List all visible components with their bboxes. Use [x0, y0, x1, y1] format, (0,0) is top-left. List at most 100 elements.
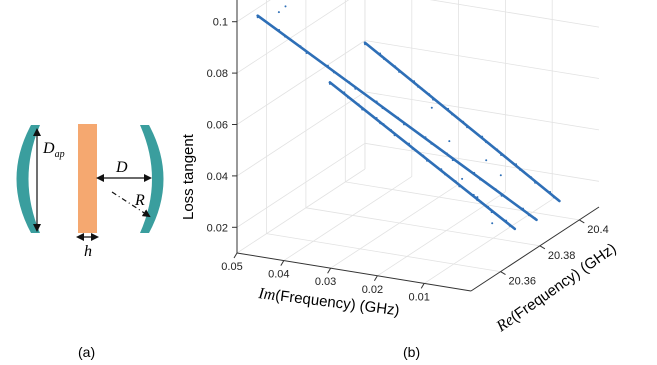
series-2-point: [447, 175, 450, 178]
chart-series: [256, 5, 561, 231]
series-2-point: [328, 82, 331, 85]
series-3-point: [367, 45, 370, 48]
series-1-point: [369, 97, 372, 100]
grid-line: [305, 207, 540, 247]
series-3-point: [435, 100, 438, 103]
grid-line: [236, 142, 366, 228]
d-ap-label: Dap: [42, 140, 65, 160]
outlier-point: [448, 140, 451, 143]
x-tick: [420, 283, 425, 289]
series-2-point: [501, 217, 504, 220]
outlier-point: [485, 159, 488, 162]
series-1-point: [528, 214, 530, 217]
series-1-point: [473, 171, 476, 174]
series-2-point: [476, 199, 479, 202]
right-mirror: [140, 125, 164, 233]
series-3-point: [545, 189, 548, 192]
series-2-point: [393, 134, 396, 137]
outlier-point: [382, 123, 385, 126]
outlier-point: [491, 222, 494, 225]
series-1-point: [272, 25, 275, 28]
outlier-point: [499, 174, 502, 177]
series-2-point: [512, 226, 515, 229]
series-1-point: [430, 142, 433, 145]
series-3-point: [515, 163, 518, 166]
series-1-point: [278, 29, 281, 31]
series-3-point: [379, 52, 382, 55]
x-tick-label: 0.02: [362, 284, 383, 296]
series-1-point: [534, 217, 536, 220]
series-3-point: [549, 191, 552, 193]
chart-grid: [236, 0, 600, 284]
series-3-point: [417, 85, 419, 88]
series-1-point: [457, 162, 460, 165]
series-1-point: [320, 61, 323, 64]
series-2-point: [508, 224, 511, 227]
series-1-point: [506, 197, 509, 200]
series-1-point: [256, 16, 259, 19]
series-2-point: [487, 205, 490, 208]
series-2-point: [458, 185, 461, 188]
series-2-point: [350, 98, 353, 101]
series-1-point: [451, 159, 454, 162]
series-3-point: [413, 80, 416, 83]
y-tick-label: 20.36: [509, 276, 537, 288]
series-3-point: [534, 181, 537, 184]
grid-line: [236, 168, 366, 254]
series-1-point: [375, 100, 378, 103]
series-3-point: [530, 176, 533, 179]
series-1-point: [262, 19, 265, 22]
series-1-point: [436, 145, 439, 148]
h-label: h: [84, 243, 92, 260]
series-2-point: [469, 192, 472, 195]
series-1-point: [397, 116, 400, 119]
series-1-point: [522, 207, 524, 210]
series-2-point: [444, 173, 446, 176]
grid-line: [330, 183, 459, 269]
series-3-point: [375, 50, 378, 53]
series-2-point: [494, 212, 497, 215]
grid-line: [283, 176, 413, 261]
series-3-point: [553, 196, 555, 199]
series-1-point: [354, 87, 357, 90]
series-3-point: [556, 198, 559, 201]
series-1-point: [338, 74, 341, 77]
x-tick-label: 0.05: [221, 261, 242, 273]
x-tick-label: 0.01: [408, 291, 429, 303]
series-2-point: [361, 108, 364, 111]
series-3-point: [451, 113, 453, 116]
panel-b-caption: (b): [403, 344, 420, 360]
series-1-point: [348, 81, 351, 84]
series-1-point: [311, 55, 314, 58]
grid-line: [236, 40, 366, 125]
series-2-point: [397, 135, 400, 138]
series-2-point: [479, 200, 482, 203]
outlier-point: [284, 5, 287, 8]
series-1-point: [445, 152, 448, 155]
series-3-point: [394, 65, 397, 68]
series-1-point: [290, 38, 292, 41]
series-1-point: [305, 52, 308, 54]
series-2-point: [379, 122, 382, 125]
y-tick: [500, 271, 506, 276]
outlier-point: [430, 106, 433, 109]
d-label: D: [115, 159, 128, 176]
x-tick: [373, 275, 378, 282]
series-1-point: [381, 107, 384, 110]
panel-a-caption: (a): [78, 344, 95, 360]
series-2-point: [372, 115, 374, 118]
series-3-point: [488, 143, 491, 146]
series-1-point: [516, 204, 519, 207]
grid-line: [429, 0, 600, 28]
x-tick-label: 0.03: [315, 276, 336, 288]
z-tick-label: 0.1: [213, 17, 228, 29]
series-1-point: [360, 90, 363, 93]
series-1-point: [467, 168, 470, 171]
series-1-point: [418, 133, 421, 136]
series-1-point: [299, 45, 302, 48]
series-1-point: [326, 64, 329, 67]
series-3-point: [420, 87, 423, 90]
z-tick-label: 0.06: [207, 120, 228, 132]
series-3-point: [481, 135, 484, 138]
series-1-point: [500, 194, 503, 197]
